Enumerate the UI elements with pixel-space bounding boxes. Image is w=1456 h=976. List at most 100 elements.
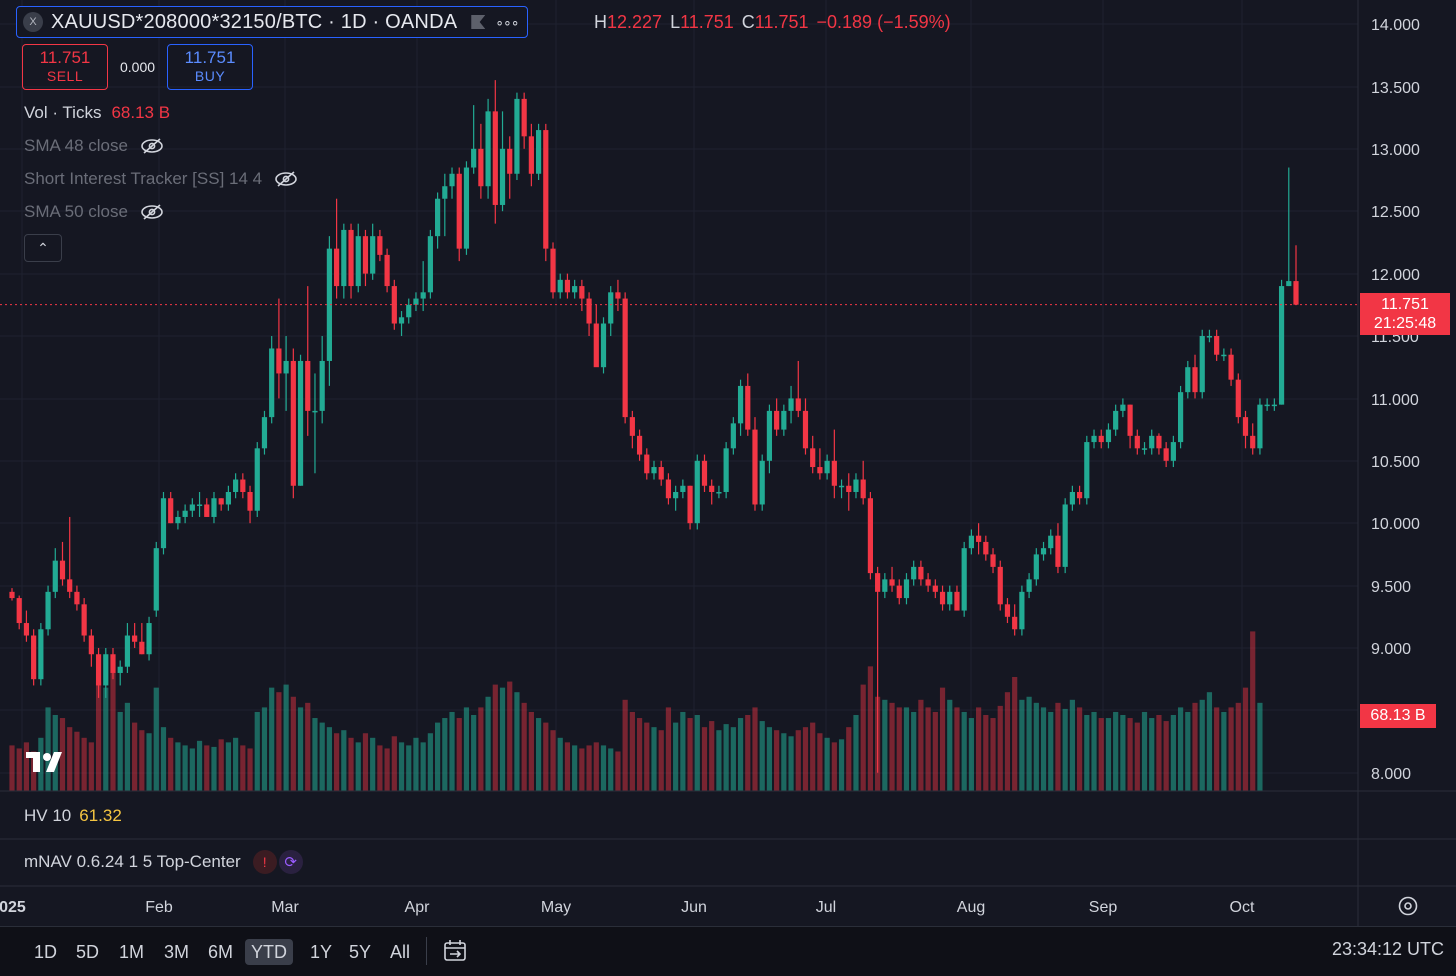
short-interest-indicator[interactable]: Short Interest Tracker [SS] 14 4	[24, 169, 298, 189]
volume-bar	[218, 739, 224, 791]
buy-label: BUY	[194, 68, 226, 84]
x-tick-label: Feb	[145, 899, 173, 916]
candle-body	[211, 498, 217, 517]
volume-bar	[810, 722, 816, 791]
volume-bar	[882, 699, 888, 791]
volume-bar	[1192, 702, 1198, 791]
candle-body	[341, 229, 347, 287]
candle-body	[478, 148, 484, 187]
candle-body	[1221, 354, 1227, 357]
volume-bar	[1185, 711, 1191, 791]
candle-body	[716, 492, 722, 494]
volume-bar	[1163, 721, 1169, 791]
timeframe-3m[interactable]: 3M	[164, 942, 190, 962]
warning-icon[interactable]: !	[252, 850, 277, 874]
candle-body	[990, 554, 996, 567]
candle-body	[1069, 492, 1075, 505]
close-icon[interactable]: X	[23, 12, 43, 32]
candle-body	[1134, 435, 1140, 449]
volume-indicator[interactable]: Vol · Ticks 68.13 B	[24, 103, 170, 123]
candle-body	[160, 498, 167, 549]
utc-clock[interactable]: 23:34:12 UTC	[1331, 939, 1444, 959]
volume-bar	[471, 715, 477, 791]
volume-bar	[853, 715, 859, 791]
change-value: −0.189 (−1.59%)	[816, 12, 951, 32]
candle-body	[261, 417, 268, 449]
collapse-legend-button[interactable]: ⌃	[24, 234, 62, 262]
candle-body	[442, 186, 448, 199]
timeframe-ytd[interactable]: YTD	[245, 939, 293, 965]
sell-label: SELL	[46, 68, 84, 84]
symbol-legend[interactable]: X XAUUSD*208000*32150/BTC · 1D · OANDA ∘…	[16, 6, 528, 38]
sma50-indicator[interactable]: SMA 50 close	[24, 202, 164, 222]
buy-price: 11.751	[184, 48, 236, 67]
timeframe-1y[interactable]: 1Y	[310, 942, 333, 962]
high-value: 12.227	[607, 12, 663, 32]
candle-body	[1235, 379, 1241, 418]
volume-bar	[1170, 715, 1176, 791]
candle-body	[1192, 367, 1198, 393]
volume-bar	[110, 672, 116, 791]
volume-bar	[644, 722, 650, 791]
timeframe-5y[interactable]: 5Y	[349, 942, 372, 962]
volume-bar	[990, 718, 996, 791]
sell-button[interactable]: 11.751 SELL	[22, 44, 108, 90]
date-range-icon[interactable]	[442, 938, 468, 964]
volume-bar	[586, 745, 592, 791]
candle-body	[709, 485, 715, 492]
timeframe-6m[interactable]: 6M	[208, 942, 234, 962]
symbol-title[interactable]: XAUUSD*208000*32150/BTC · 1D · OANDA	[51, 10, 458, 33]
x-tick-label: Jun	[681, 899, 707, 916]
candle-body	[550, 248, 556, 293]
candle-body	[1120, 404, 1126, 411]
timeframe-1m[interactable]: 1M	[119, 942, 145, 962]
volume-bar	[636, 718, 643, 791]
price-chart[interactable]: 14.00013.50013.00012.50012.00011.50011.0…	[0, 0, 1456, 926]
volume-bar	[463, 707, 470, 791]
candle-body	[420, 292, 426, 299]
hv-indicator[interactable]: HV 10 61.32	[24, 806, 122, 826]
y-tick-label: 12.000	[1371, 267, 1420, 284]
mnav-indicator[interactable]: mNAV 0.6.24 1 5 Top-Center ! ⟳	[24, 850, 303, 874]
eye-off-icon[interactable]	[140, 203, 164, 221]
timeframe-all[interactable]: All	[390, 942, 411, 962]
candle-body	[1062, 504, 1068, 567]
volume-bar	[1242, 687, 1249, 791]
candle-body	[911, 566, 917, 580]
volume-bar	[1040, 707, 1047, 791]
eye-off-icon[interactable]	[274, 170, 298, 188]
candle-body	[636, 435, 643, 455]
timeframe-1d[interactable]: 1D	[34, 942, 58, 962]
volume-bar	[817, 733, 823, 791]
candles	[9, 80, 1299, 773]
volume-bar	[1228, 707, 1234, 791]
more-icon[interactable]: ∘∘∘	[495, 13, 519, 30]
timeframe-5d[interactable]: 5D	[76, 942, 100, 962]
volume-bar	[74, 731, 80, 791]
sync-icon[interactable]: ⟳	[278, 850, 303, 874]
candle-body	[233, 479, 239, 492]
close-label: C	[741, 12, 755, 32]
y-tick-label: 9.000	[1371, 641, 1411, 658]
candle-body	[1105, 429, 1112, 443]
volume-bar	[377, 745, 383, 791]
volume-bar	[370, 737, 376, 791]
candle-body	[117, 666, 123, 673]
sma48-indicator[interactable]: SMA 48 close	[24, 136, 164, 156]
eye-off-icon[interactable]	[140, 137, 164, 155]
volume-bar	[608, 748, 614, 791]
candle-body	[52, 560, 58, 592]
buy-button[interactable]: 11.751 BUY	[167, 44, 254, 90]
candle-body	[319, 360, 325, 411]
volume-bar	[983, 715, 989, 791]
candle-body	[795, 398, 801, 411]
candle-body	[297, 360, 304, 486]
volume-bar	[694, 715, 700, 791]
volume-bar	[442, 718, 448, 791]
settings-icon[interactable]	[1396, 894, 1420, 918]
volume-bar	[160, 727, 167, 791]
symbol-box[interactable]: X XAUUSD*208000*32150/BTC · 1D · OANDA ∘…	[16, 6, 528, 38]
y-tick-label: 12.500	[1371, 204, 1420, 221]
candle-body	[427, 236, 433, 293]
flag-icon[interactable]	[471, 15, 486, 29]
